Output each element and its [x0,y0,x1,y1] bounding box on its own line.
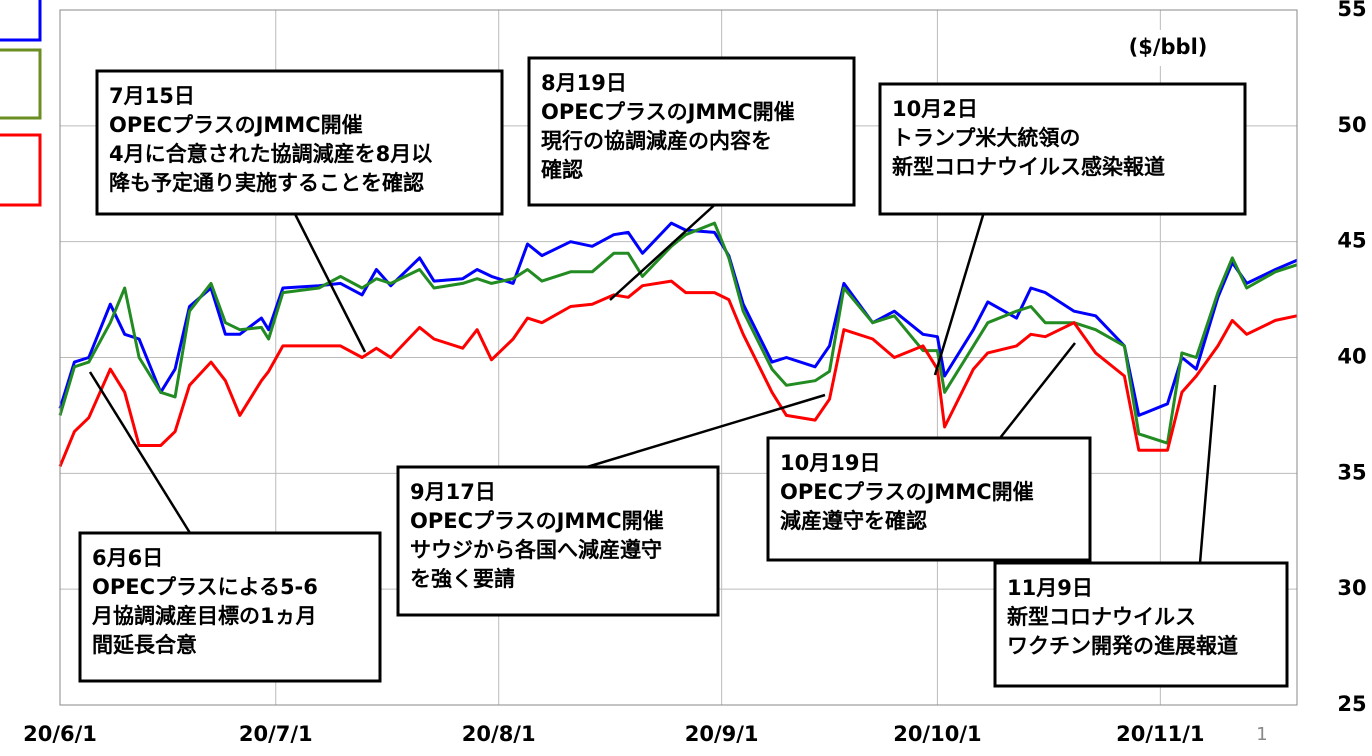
annotation-text: 6月6日 [92,546,163,570]
y-tick-label: 30 [1337,576,1366,600]
annotation-text: OPECプラスのJMMC開催 [780,480,1034,504]
annotation-text: 降も予定通り実施することを確認 [109,171,424,195]
annotation-text: 新型コロナウイルス感染報道 [892,155,1165,179]
annotation-text: 10月2日 [892,97,978,121]
annotation-text: OPECプラスによる5-6 [92,575,318,599]
leader-line [999,342,1076,439]
leader-line [933,191,992,376]
annotation-text: 7月15日 [109,84,195,108]
y-tick-label: 45 [1337,229,1366,253]
series-line [58,279,1298,467]
leader-line [293,213,367,353]
annotation-box [993,561,1289,688]
annotation-box [95,69,504,216]
page-number: 1 [1256,724,1267,745]
series-line [58,221,1298,445]
x-tick-label: 20/10/1 [893,722,981,746]
y-tick-label: 50 [1337,113,1366,137]
annotation-text: 月協調減産目標の1ヵ月 [91,604,317,628]
unit-label: ($/bbl) [1129,35,1208,59]
annotation-box [878,82,1247,216]
legend-box [0,133,42,207]
x-tick-label: 20/7/1 [239,722,313,746]
leader-line [1198,384,1217,564]
annotation-text: サウジから各国へ減産遵守 [410,538,662,562]
annotation-text: 新型コロナウイルス [1007,605,1196,629]
leader-line [88,371,192,534]
leader-line [609,199,721,301]
annotation-text: 確認 [541,158,583,182]
annotation-text: 10月19日 [780,451,880,475]
y-tick-label: 25 [1337,692,1366,716]
y-tick-label: 40 [1337,345,1366,369]
annotation-box [396,465,720,617]
annotation-box [766,436,1092,562]
annotation-text: OPECプラスのJMMC開催 [541,100,795,124]
annotation-text: 間延長合意 [92,633,197,657]
annotation-box [527,56,856,207]
annotation-text: 8月19日 [541,71,627,95]
annotation-text: OPECプラスのJMMC開催 [410,509,664,533]
annotation-text: 4月に合意された協調減産を8月以 [109,142,432,166]
annotation-text: 11月9日 [1007,576,1093,600]
annotation-text: 減産遵守を確認 [780,509,927,533]
series-line [58,221,1298,417]
annotation-text: ワクチン開発の進展報道 [1007,634,1238,658]
legend-box [0,48,42,120]
plot-frame [59,9,1298,706]
unit-box [1098,30,1238,66]
leader-line [586,393,826,469]
annotation-text: 9月17日 [410,480,496,504]
annotation-text: OPECプラスのJMMC開催 [109,113,363,137]
x-tick-label: 20/9/1 [685,722,759,746]
y-tick-label: 55 [1337,0,1366,21]
annotation-box [78,531,382,683]
y-tick-label: 35 [1337,460,1366,484]
annotation-text: トランプ米大統領の [892,126,1080,150]
annotation-text: 現行の協調減産の内容を [541,129,772,153]
legend-box [0,0,42,42]
x-tick-label: 20/6/1 [23,722,97,746]
x-tick-label: 20/11/1 [1116,722,1204,746]
annotation-text: を強く要請 [410,567,515,591]
x-tick-label: 20/8/1 [462,722,536,746]
